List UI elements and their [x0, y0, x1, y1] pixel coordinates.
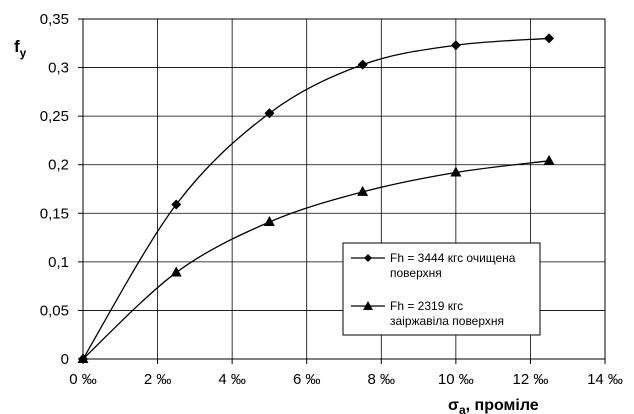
y-tick-label: 0,15 — [40, 205, 69, 222]
x-tick-label: 14 ‰ — [587, 371, 623, 388]
x-axis-label: σa, проміле — [448, 397, 539, 414]
data-point-diamond — [450, 40, 461, 51]
y-tick-label: 0,05 — [40, 302, 69, 319]
legend: Fh = 3444 кгс очищена поверхня Fh = 2319… — [342, 242, 541, 336]
legend-marker-triangle — [363, 301, 373, 310]
plot-area-frame — [82, 18, 606, 360]
data-point-triangle — [357, 185, 369, 196]
legend-marker-diamond — [364, 254, 372, 262]
series-group — [77, 33, 555, 364]
x-axis-label-sub: a — [459, 403, 466, 414]
data-point-triangle — [450, 166, 462, 177]
legend-label-1-line-2: поверхня — [390, 266, 442, 280]
y-tick-label: 0,25 — [40, 108, 69, 125]
legend-label-1-line-1: Fh = 3444 кгс очищена — [390, 251, 516, 265]
data-point-triangle — [77, 353, 89, 363]
x-tick-label: 6 ‰ — [293, 371, 321, 388]
x-axis-label-main: σ — [448, 397, 459, 414]
legend-entry-1: Fh = 3444 кгс очищена поверхня — [351, 251, 516, 280]
x-tick-label: 4 ‰ — [218, 371, 246, 388]
y-tick-label: 0 — [61, 351, 69, 368]
x-tick-label: 10 ‰ — [438, 371, 474, 388]
data-point-triangle — [263, 216, 275, 227]
y-tick-label: 0,35 — [40, 11, 69, 28]
x-tick-label: 12 ‰ — [512, 371, 548, 388]
y-tick-label: 0,1 — [48, 254, 69, 271]
x-tick-label: 8 ‰ — [368, 371, 396, 388]
data-point-diamond — [171, 199, 182, 210]
x-axis-label-rest: , проміле — [466, 397, 539, 414]
y-tick-label: 0,3 — [48, 60, 69, 77]
data-point-diamond — [544, 33, 555, 44]
x-tick-label: 0 ‰ — [69, 371, 97, 388]
y-tick-labels: 0 0,05 0,1 0,15 0,2 0,25 0,3 0,35 — [40, 11, 83, 368]
y-axis-label: fy — [14, 37, 27, 60]
data-point-diamond — [264, 108, 275, 119]
legend-entry-2: Fh = 2319 кгс заіржавіла поверхня — [351, 299, 504, 328]
legend-label-2-line-2: заіржавіла поверхня — [390, 314, 504, 328]
legend-label-2-line-1: Fh = 2319 кгс — [390, 299, 463, 313]
data-point-triangle — [170, 266, 182, 277]
data-point-diamond — [357, 59, 368, 70]
data-point-triangle — [543, 154, 555, 165]
x-tick-label: 2 ‰ — [144, 371, 172, 388]
y-axis-label-sub: y — [20, 46, 27, 60]
x-tick-labels: 0 ‰ 2 ‰ 4 ‰ 6 ‰ 8 ‰ 10 ‰ 12 ‰ 14 ‰ — [69, 359, 623, 388]
y-tick-label: 0,2 — [48, 157, 69, 174]
y-axis-label-main: f — [14, 37, 20, 56]
series-line-2 — [82, 160, 550, 360]
